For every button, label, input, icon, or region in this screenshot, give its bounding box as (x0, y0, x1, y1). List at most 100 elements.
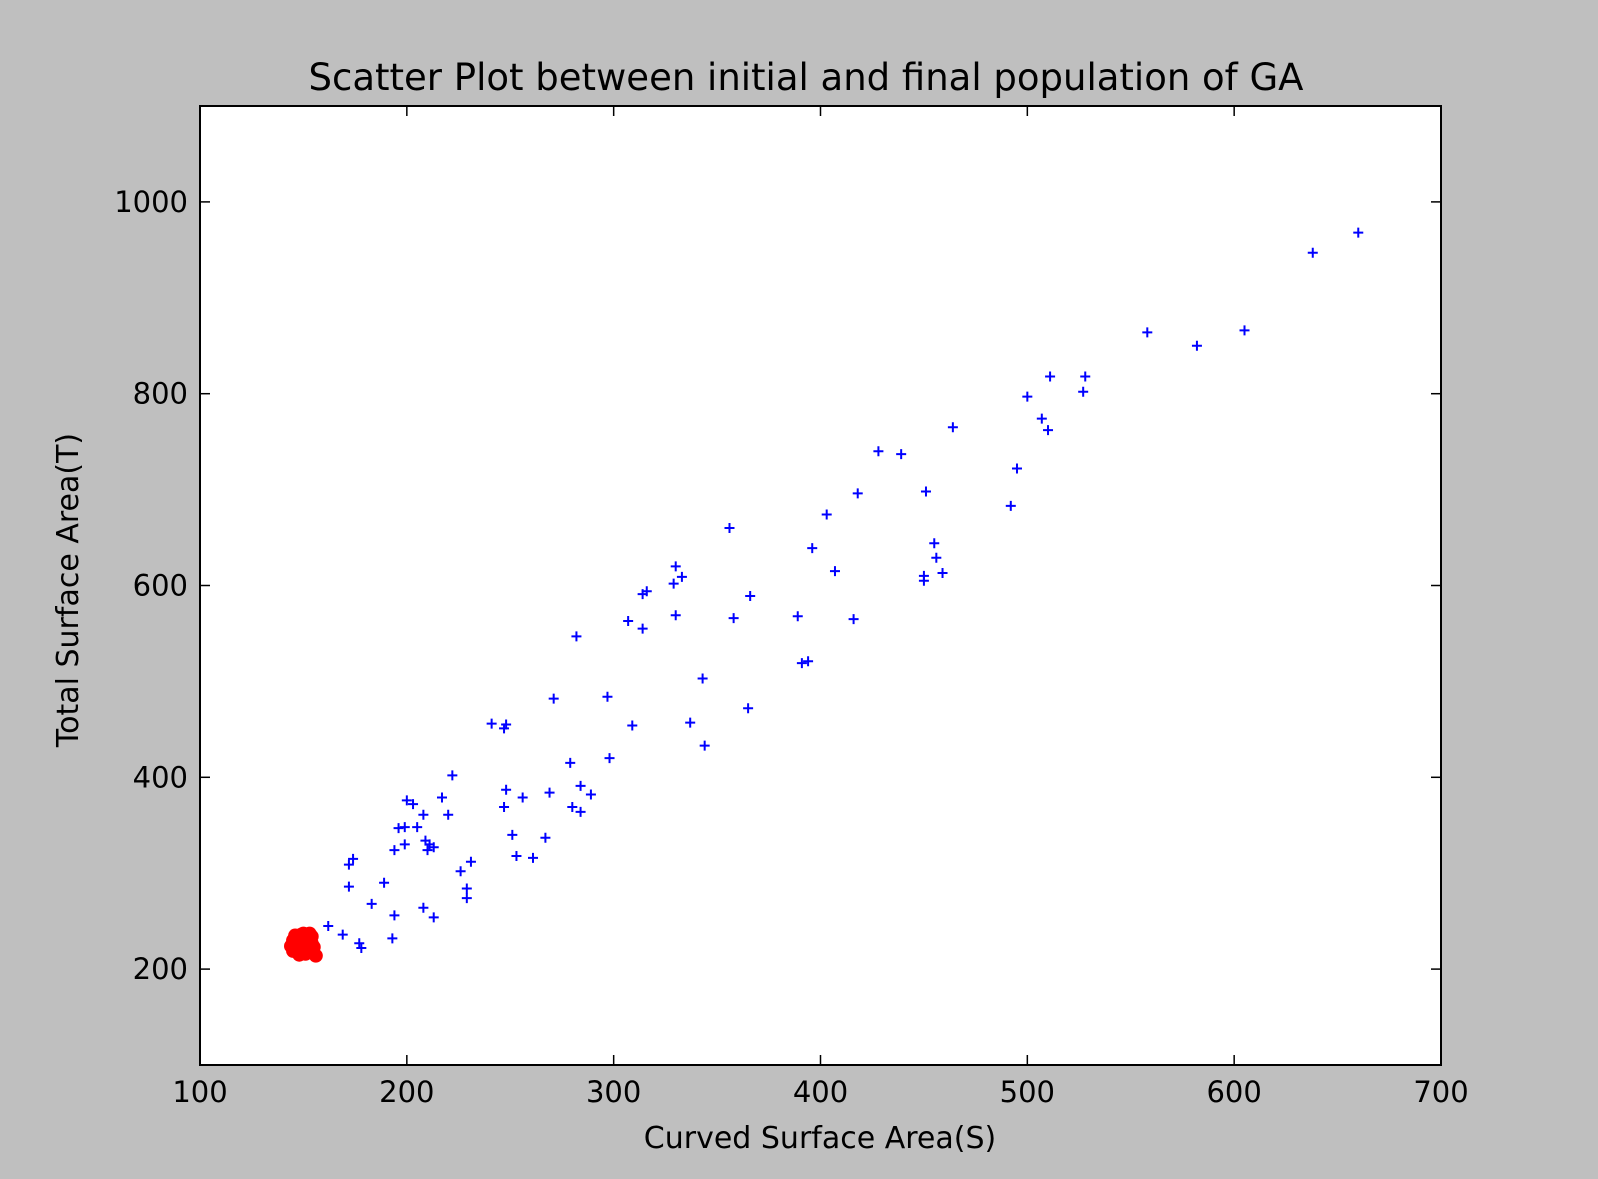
data-point-plus (931, 552, 942, 563)
data-point-plus (920, 486, 931, 497)
y-tick-label: 400 (133, 760, 188, 794)
data-point-plus (528, 852, 539, 863)
data-point-plus (627, 720, 638, 731)
data-point-plus (1191, 340, 1202, 351)
data-point-plus (1353, 227, 1364, 238)
data-point-plus (412, 822, 423, 833)
data-point-plus (670, 610, 681, 621)
x-axis-label: Curved Surface Area(S) (644, 1121, 996, 1156)
points-layer (284, 227, 1364, 963)
data-point-plus (918, 575, 929, 586)
data-point-plus (436, 792, 447, 803)
data-point-plus (602, 691, 613, 702)
data-point-plus (517, 792, 528, 803)
data-point-plus (379, 877, 390, 888)
chart-title: Scatter Plot between initial and final p… (309, 56, 1304, 99)
data-point-plus (1307, 247, 1318, 258)
x-tick-label: 200 (379, 1075, 434, 1109)
data-point-plus (387, 933, 398, 944)
y-axis-label: Total Surface Area(T) (51, 433, 86, 748)
x-tick-label: 700 (1413, 1075, 1468, 1109)
data-point-circle (296, 926, 311, 941)
data-point-plus (461, 883, 472, 894)
data-point-plus (408, 799, 419, 810)
y-tick-label: 200 (133, 952, 188, 986)
data-point-plus (399, 839, 410, 850)
data-point-plus (1239, 325, 1250, 336)
data-point-plus (389, 845, 400, 856)
data-point-plus (323, 920, 334, 931)
data-point-plus (366, 898, 377, 909)
data-point-plus (343, 859, 354, 870)
data-point-plus (565, 757, 576, 768)
data-point-plus (699, 740, 710, 751)
data-point-plus (623, 615, 634, 626)
data-point-plus (567, 802, 578, 813)
data-point-plus (848, 614, 859, 625)
x-tick-label: 400 (793, 1075, 848, 1109)
data-point-plus (507, 829, 518, 840)
data-point-plus (896, 449, 907, 460)
data-point-plus (728, 613, 739, 624)
data-point-plus (1045, 371, 1056, 382)
data-point-plus (486, 718, 497, 729)
data-point-plus (1043, 425, 1054, 436)
data-point-plus (511, 850, 522, 861)
x-tick-label: 500 (1000, 1075, 1055, 1109)
data-point-plus (348, 853, 359, 864)
data-point-plus (792, 611, 803, 622)
data-point-plus (465, 856, 476, 867)
data-point-plus (389, 910, 400, 921)
data-point-plus (447, 770, 458, 781)
data-point-plus (803, 656, 814, 667)
data-point-plus (1005, 500, 1016, 511)
data-point-plus (637, 623, 648, 634)
data-point-plus (937, 568, 948, 579)
data-point-plus (670, 561, 681, 572)
data-point-plus (743, 703, 754, 714)
data-point-plus (540, 832, 551, 843)
data-point-plus (548, 693, 559, 704)
data-point-plus (821, 509, 832, 520)
data-point-plus (685, 717, 696, 728)
data-point-plus (544, 787, 555, 798)
data-point-plus (1011, 463, 1022, 474)
data-point-plus (829, 566, 840, 577)
x-tick-label: 300 (586, 1075, 641, 1109)
y-tick-label: 1000 (114, 185, 188, 219)
data-point-plus (585, 789, 596, 800)
data-point-plus (947, 422, 958, 433)
data-point-plus (356, 943, 367, 954)
data-point-plus (501, 784, 512, 795)
data-point-plus (604, 753, 615, 764)
data-point-plus (1078, 386, 1089, 397)
data-point-plus (575, 780, 586, 791)
data-point-plus (929, 538, 940, 549)
data-point-plus (637, 589, 648, 600)
data-point-plus (575, 806, 586, 817)
data-point-plus (337, 929, 348, 940)
data-point-plus (401, 795, 412, 806)
data-point-plus (418, 809, 429, 820)
data-point-plus (443, 809, 454, 820)
data-point-plus (796, 658, 807, 669)
data-point-plus (420, 835, 431, 846)
data-point-circle (298, 946, 313, 961)
data-point-plus (1080, 371, 1091, 382)
data-point-plus (1022, 391, 1033, 402)
data-point-plus (1142, 327, 1153, 338)
x-tick-label: 600 (1206, 1075, 1261, 1109)
data-point-plus (428, 912, 439, 923)
plot-frame (199, 105, 1442, 1066)
data-point-plus (745, 591, 756, 602)
data-point-plus (343, 881, 354, 892)
data-point-plus (668, 578, 679, 589)
data-point-plus (499, 723, 510, 734)
y-tick-label: 600 (133, 569, 188, 603)
data-point-plus (697, 673, 708, 684)
data-point-plus (393, 823, 404, 834)
ticks-layer: 100 200 300 400 500 600 700 200 400 600 800 1000 (114, 106, 1469, 1109)
data-point-plus (455, 866, 466, 877)
y-tick-label: 800 (133, 377, 188, 411)
